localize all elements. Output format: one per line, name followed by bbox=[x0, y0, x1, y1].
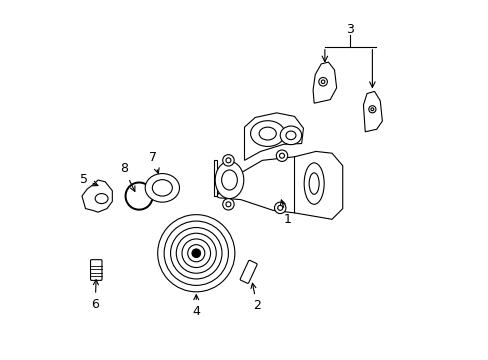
Ellipse shape bbox=[259, 127, 276, 140]
Circle shape bbox=[187, 245, 204, 262]
Ellipse shape bbox=[304, 163, 324, 204]
Polygon shape bbox=[312, 62, 336, 103]
Circle shape bbox=[321, 80, 324, 84]
Polygon shape bbox=[82, 180, 112, 212]
Circle shape bbox=[225, 158, 230, 163]
Polygon shape bbox=[294, 152, 342, 219]
Circle shape bbox=[192, 249, 200, 257]
Ellipse shape bbox=[221, 170, 237, 190]
Polygon shape bbox=[244, 113, 303, 160]
Circle shape bbox=[279, 153, 284, 158]
Polygon shape bbox=[363, 91, 382, 132]
Polygon shape bbox=[214, 160, 216, 196]
Circle shape bbox=[277, 205, 282, 210]
Text: 5: 5 bbox=[80, 173, 98, 186]
Circle shape bbox=[318, 77, 326, 86]
Circle shape bbox=[170, 228, 222, 279]
Circle shape bbox=[222, 155, 234, 166]
Polygon shape bbox=[216, 157, 326, 213]
Text: 3: 3 bbox=[346, 23, 353, 36]
Ellipse shape bbox=[152, 180, 172, 196]
Ellipse shape bbox=[280, 126, 301, 145]
Ellipse shape bbox=[250, 121, 285, 147]
Ellipse shape bbox=[145, 174, 179, 202]
Circle shape bbox=[368, 106, 375, 113]
Circle shape bbox=[182, 239, 210, 267]
Text: 8: 8 bbox=[120, 162, 135, 192]
Circle shape bbox=[157, 215, 234, 292]
Text: 6: 6 bbox=[91, 280, 99, 311]
Ellipse shape bbox=[215, 161, 244, 199]
Circle shape bbox=[176, 233, 216, 273]
Circle shape bbox=[370, 108, 373, 111]
Text: 2: 2 bbox=[250, 283, 261, 312]
Ellipse shape bbox=[95, 194, 108, 203]
Circle shape bbox=[274, 202, 285, 213]
Circle shape bbox=[276, 150, 287, 161]
FancyBboxPatch shape bbox=[240, 260, 257, 283]
Text: 7: 7 bbox=[149, 151, 159, 173]
Ellipse shape bbox=[308, 173, 319, 194]
Circle shape bbox=[164, 221, 228, 285]
Text: 4: 4 bbox=[192, 295, 200, 318]
FancyBboxPatch shape bbox=[90, 260, 102, 280]
Text: 1: 1 bbox=[280, 200, 291, 226]
Ellipse shape bbox=[285, 131, 295, 140]
Circle shape bbox=[222, 199, 234, 210]
Circle shape bbox=[225, 202, 230, 207]
